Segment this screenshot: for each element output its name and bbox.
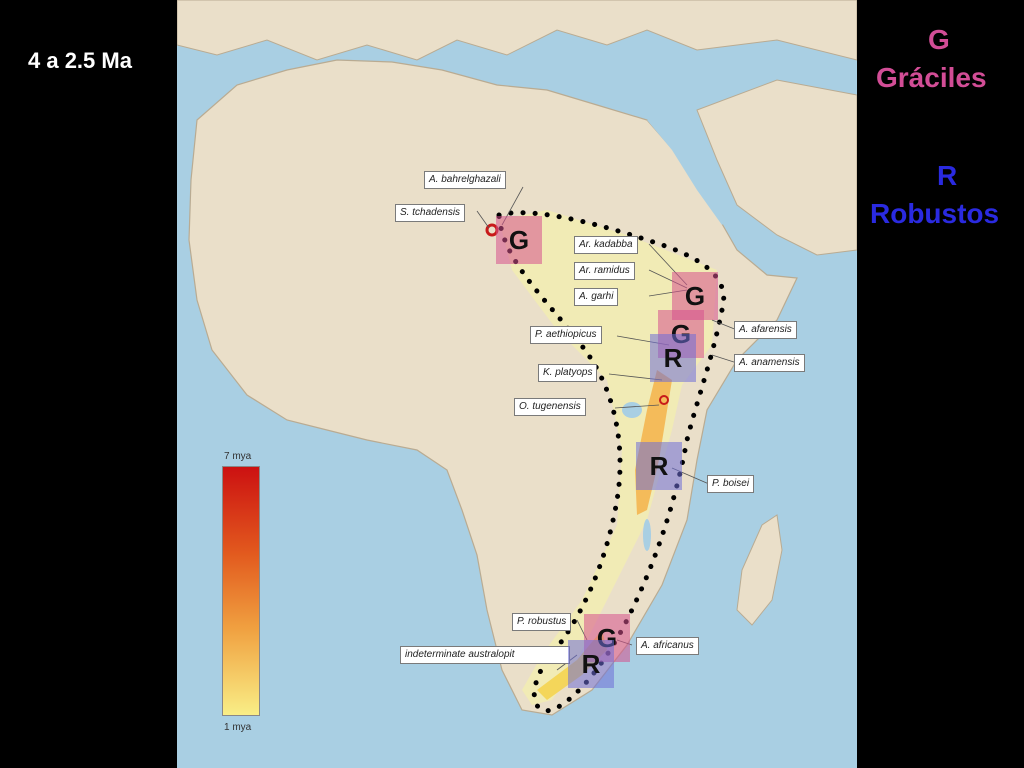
robust-marker-east-africa: R [650,334,696,382]
label-a-anamensis: A. anamensis [734,354,805,372]
scale-top-label: 7 mya [224,451,252,462]
label-indeterminate-australopith: indeterminate australopit [400,646,570,664]
dotted-range-outline [496,210,727,714]
legend-gracile-label: Gráciles [876,62,987,93]
label-ar-kadabba: Ar. kadabba [574,236,638,254]
legend-robust-letter: R [937,160,958,191]
label-p-aethiopicus: P. aethiopicus [530,326,602,344]
africa-landmass [188,59,798,716]
lake-malawi [643,519,651,551]
legend-gracile-letter: G [928,24,950,55]
robust-marker-south-africa: R [568,640,614,688]
label-ar-ramidus: Ar. ramidus [574,262,635,280]
label-a-garhi: A. garhi [574,288,619,306]
time-scale-bar [222,466,260,716]
label-o-tugenensis: O. tugenensis [514,398,586,416]
label-a-afarensis: A. afarensis [734,321,797,339]
madagascar-island [736,514,783,626]
age-range-title: 4 a 2.5 Ma [28,48,132,73]
label-k-platyops: K. platyops [538,364,598,382]
arabia-landmass [696,79,857,256]
red-sea [647,115,732,225]
scale-bottom-label: 1 mya [224,722,252,733]
label-p-robustus: P. robustus [512,613,572,631]
kenya-site-marker [659,395,669,405]
label-s-tchadensis: S. tchadensis [395,204,466,222]
robust-marker-tanzania: R [636,442,682,490]
europe-landmass [177,0,857,61]
legend-robust-label: Robustos [870,198,1000,229]
lake-victoria [622,402,642,418]
label-a-africanus: A. africanus [636,637,699,655]
label-p-boisei: P. boisei [707,475,755,493]
label-a-bahrelghazali: A. bahrelghazali [424,171,506,189]
gracile-marker-chad: G [496,216,542,264]
